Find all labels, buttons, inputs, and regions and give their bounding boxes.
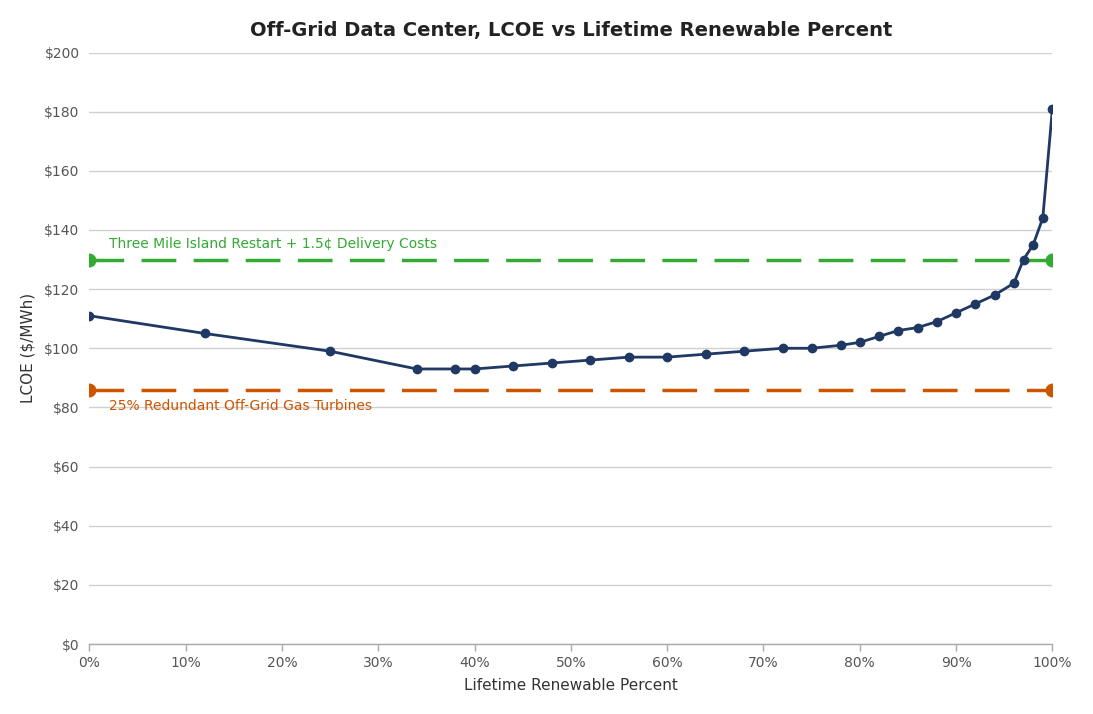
Text: 25% Redundant Off-Grid Gas Turbines: 25% Redundant Off-Grid Gas Turbines: [108, 398, 372, 413]
Title: Off-Grid Data Center, LCOE vs Lifetime Renewable Percent: Off-Grid Data Center, LCOE vs Lifetime R…: [249, 21, 892, 40]
Y-axis label: LCOE ($/MWh): LCOE ($/MWh): [21, 293, 36, 403]
Text: Three Mile Island Restart + 1.5¢ Delivery Costs: Three Mile Island Restart + 1.5¢ Deliver…: [108, 236, 436, 251]
X-axis label: Lifetime Renewable Percent: Lifetime Renewable Percent: [463, 678, 678, 693]
